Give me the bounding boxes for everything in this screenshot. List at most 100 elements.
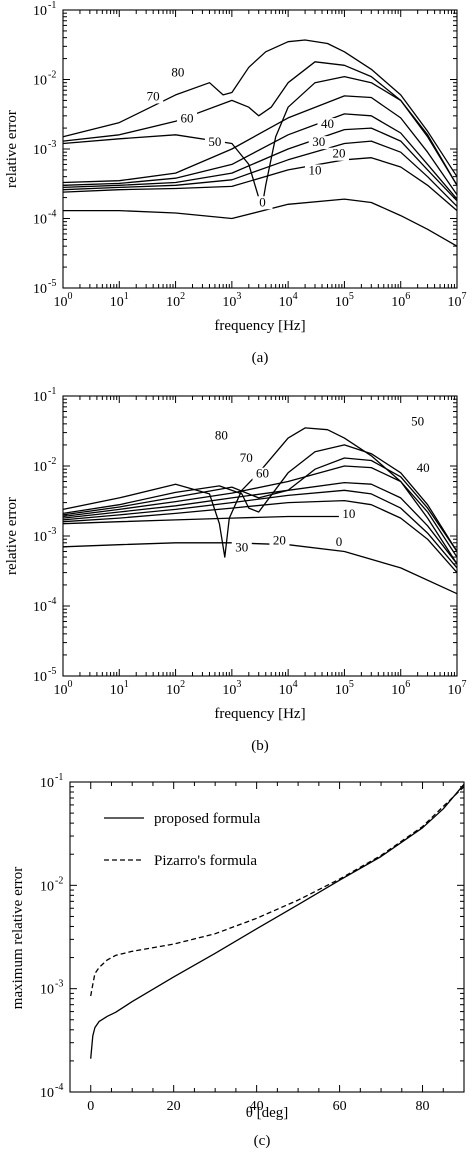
- y-tick-label-exponent: -2: [48, 70, 56, 81]
- y-tick-label: 10: [33, 670, 47, 685]
- x-tick-label: 107: [448, 291, 467, 310]
- panel-b-chart: 100 101 102 103 104 105 106 107 10-510-410 -310-…: [4, 386, 467, 754]
- y-tick-label: 10: [33, 74, 47, 89]
- curve-label-bg: [328, 535, 349, 549]
- curve-label-60: 60: [181, 111, 194, 126]
- x-tick-label: 102: [166, 291, 185, 310]
- y-tick-label: 10: [33, 530, 47, 545]
- panel-b-x-tick-labels: 100 101 102 103 104 105 106 107: [54, 679, 467, 698]
- panel-c-y-tick-labels: 10-410-310-210-1: [40, 772, 63, 1101]
- curve-label-bg: [236, 451, 257, 465]
- panel-c-plot-frame: [69, 781, 465, 1093]
- curve-label-20: 20: [332, 146, 345, 161]
- x-tick-label: 100: [54, 679, 73, 698]
- x-tick-label: 101: [110, 679, 129, 698]
- y-tick-label-exponent: -3: [48, 139, 56, 150]
- y-tick-label-exponent: -1: [55, 772, 63, 783]
- curve-angle-20: [62, 499, 458, 574]
- y-tick-label-exponent: -5: [48, 278, 56, 289]
- curve-label-30: 30: [235, 540, 248, 555]
- curve-label-bg: [204, 136, 225, 150]
- curve-label-bg: [252, 467, 273, 481]
- curve-label-bg: [308, 136, 329, 150]
- curve-label-20: 20: [273, 533, 286, 548]
- curve-label-bg: [231, 541, 252, 555]
- curve-angle-0: [62, 542, 458, 595]
- curve-label-bg: [413, 462, 434, 476]
- curve-label-bg: [252, 196, 273, 210]
- x-tick-label: 20: [167, 1099, 181, 1114]
- curve-angle-10: [62, 515, 345, 525]
- x-tick-label: 60: [333, 1099, 347, 1114]
- y-tick-label: 10: [40, 1086, 54, 1101]
- curve-label-50: 50: [208, 134, 221, 149]
- curve-label-60: 60: [256, 466, 269, 481]
- y-tick-label: 10: [33, 282, 47, 297]
- curve-label-40: 40: [417, 460, 430, 475]
- y-tick-label-exponent: -2: [55, 875, 63, 886]
- curve-label-bg: [177, 112, 198, 126]
- curve-label-10: 10: [342, 506, 355, 521]
- panel-c-curves: [90, 783, 465, 1059]
- x-tick-label: 106: [391, 679, 410, 698]
- y-tick-label-exponent: -3: [48, 526, 56, 537]
- panel-a-x-axis-label: frequency [Hz]: [214, 318, 305, 334]
- curve-angle-30: [62, 489, 458, 569]
- curve-angle-50: [62, 465, 458, 558]
- curve-label-0: 0: [336, 534, 343, 549]
- curve-angle-80: [62, 39, 458, 178]
- curve-label-bg: [211, 429, 232, 443]
- curve-angle-40: [62, 113, 458, 200]
- y-tick-label-exponent: -1: [48, 386, 56, 397]
- panel-b-curves: [62, 427, 458, 595]
- curve-angle-60: [62, 75, 458, 205]
- y-tick-label: 10: [33, 390, 47, 405]
- panel-a-y-tick-labels: 10-510-410-310-210-1: [33, 0, 56, 297]
- panel-a-y-axis-label: relative error: [4, 110, 20, 188]
- legend-label: Pizarro's formula: [154, 853, 257, 869]
- curve-label-bg: [328, 147, 349, 161]
- y-tick-label-exponent: -3: [55, 979, 63, 990]
- panel-a-chart: 100 101 102 103 104 105 106 107 10-510-410 -310-…: [4, 0, 467, 366]
- y-tick-label-exponent: -4: [48, 596, 56, 607]
- y-tick-label: 10: [33, 143, 47, 158]
- curve-label-bg: [269, 534, 290, 548]
- y-tick-label: 10: [33, 4, 47, 19]
- curve-label-50: 50: [411, 413, 424, 428]
- curve-label-30: 30: [312, 134, 325, 149]
- panel-b-x-axis-label: frequency [Hz]: [214, 706, 305, 722]
- curve-label-40: 40: [321, 116, 334, 131]
- x-tick-label: 100: [54, 291, 73, 310]
- x-tick-label: 0: [87, 1099, 94, 1114]
- panel-c-legend: proposed formula Pizarro's formula: [104, 811, 261, 869]
- curve-label-bg: [167, 66, 188, 80]
- curve-label-80: 80: [215, 427, 228, 442]
- y-tick-label: 10: [33, 600, 47, 615]
- panel-c-y-axis-label: maximum relative error: [10, 867, 26, 1009]
- panel-a-caption: (a): [252, 350, 269, 366]
- x-tick-label: 80: [416, 1099, 430, 1114]
- panel-b-plot-frame: [62, 395, 458, 677]
- panel-a-curve-labels: 0 10 20 30 40 50 60 70 80: [143, 65, 349, 210]
- x-tick-label: 104: [279, 679, 298, 698]
- x-tick-label: 101: [110, 291, 129, 310]
- curve-label-10: 10: [308, 162, 321, 177]
- panel-b-caption: (b): [251, 738, 269, 754]
- curve-angle-20: [62, 140, 458, 207]
- y-tick-label-exponent: -4: [48, 209, 56, 220]
- panel-b-y-axis-label: relative error: [4, 497, 20, 575]
- curve-label-70: 70: [147, 88, 160, 103]
- x-tick-label: 106: [391, 291, 410, 310]
- x-tick-label: 103: [222, 291, 241, 310]
- curve-label-bg: [304, 164, 325, 178]
- series-proposed: [90, 783, 465, 1059]
- y-tick-label-exponent: -5: [48, 666, 56, 677]
- y-tick-label: 10: [33, 213, 47, 228]
- x-tick-label: 107: [448, 679, 467, 698]
- curve-label-80: 80: [171, 65, 184, 80]
- x-tick-label: 105: [335, 291, 354, 310]
- curve-angle-70: [62, 444, 458, 552]
- series-pizarro: [90, 786, 465, 997]
- legend-label: proposed formula: [154, 811, 261, 827]
